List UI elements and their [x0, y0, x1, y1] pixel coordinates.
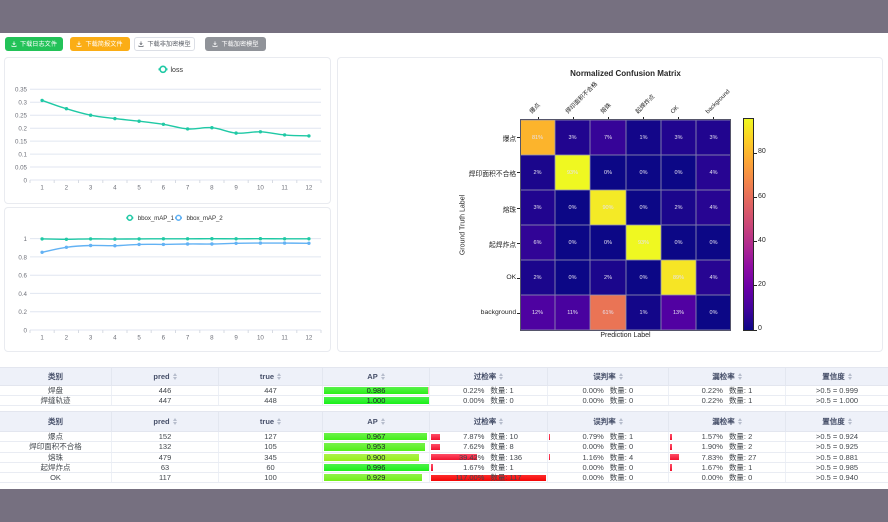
svg-text:1: 1 [40, 185, 44, 192]
svg-text:6: 6 [162, 335, 166, 342]
svg-text:1: 1 [40, 335, 44, 342]
svg-text:9: 9 [234, 335, 238, 342]
svg-text:10: 10 [257, 335, 264, 342]
svg-text:0.4: 0.4 [18, 291, 27, 298]
svg-text:0.25: 0.25 [15, 113, 28, 120]
svg-text:7: 7 [186, 185, 190, 192]
svg-text:1: 1 [24, 236, 28, 243]
svg-text:0.1: 0.1 [18, 152, 27, 159]
svg-text:bbox_mAP_1: bbox_mAP_1 [138, 215, 175, 222]
svg-text:0.3: 0.3 [18, 100, 27, 107]
svg-text:12: 12 [305, 185, 312, 192]
svg-text:loss: loss [171, 67, 184, 74]
svg-text:8: 8 [210, 335, 214, 342]
svg-text:0.8: 0.8 [18, 254, 27, 261]
svg-text:bbox_mAP_2: bbox_mAP_2 [187, 215, 224, 222]
svg-text:6: 6 [162, 185, 166, 192]
svg-text:0.35: 0.35 [15, 87, 28, 94]
svg-text:0.15: 0.15 [15, 139, 28, 146]
svg-text:0.2: 0.2 [18, 309, 27, 316]
svg-text:12: 12 [305, 335, 312, 342]
svg-text:2: 2 [65, 335, 69, 342]
svg-text:0: 0 [24, 327, 28, 334]
svg-text:11: 11 [281, 185, 288, 192]
svg-text:5: 5 [137, 335, 141, 342]
svg-text:0.2: 0.2 [18, 126, 27, 133]
svg-text:2: 2 [65, 185, 69, 192]
svg-text:0: 0 [24, 177, 28, 184]
svg-text:8: 8 [210, 185, 214, 192]
svg-text:3: 3 [89, 335, 93, 342]
svg-text:10: 10 [257, 185, 264, 192]
svg-text:9: 9 [234, 185, 238, 192]
svg-text:7: 7 [186, 335, 190, 342]
svg-text:4: 4 [113, 185, 117, 192]
svg-text:0.6: 0.6 [18, 273, 27, 280]
svg-text:4: 4 [113, 335, 117, 342]
svg-text:0.05: 0.05 [15, 164, 28, 171]
svg-text:11: 11 [281, 335, 288, 342]
svg-text:3: 3 [89, 185, 93, 192]
svg-text:5: 5 [137, 185, 141, 192]
